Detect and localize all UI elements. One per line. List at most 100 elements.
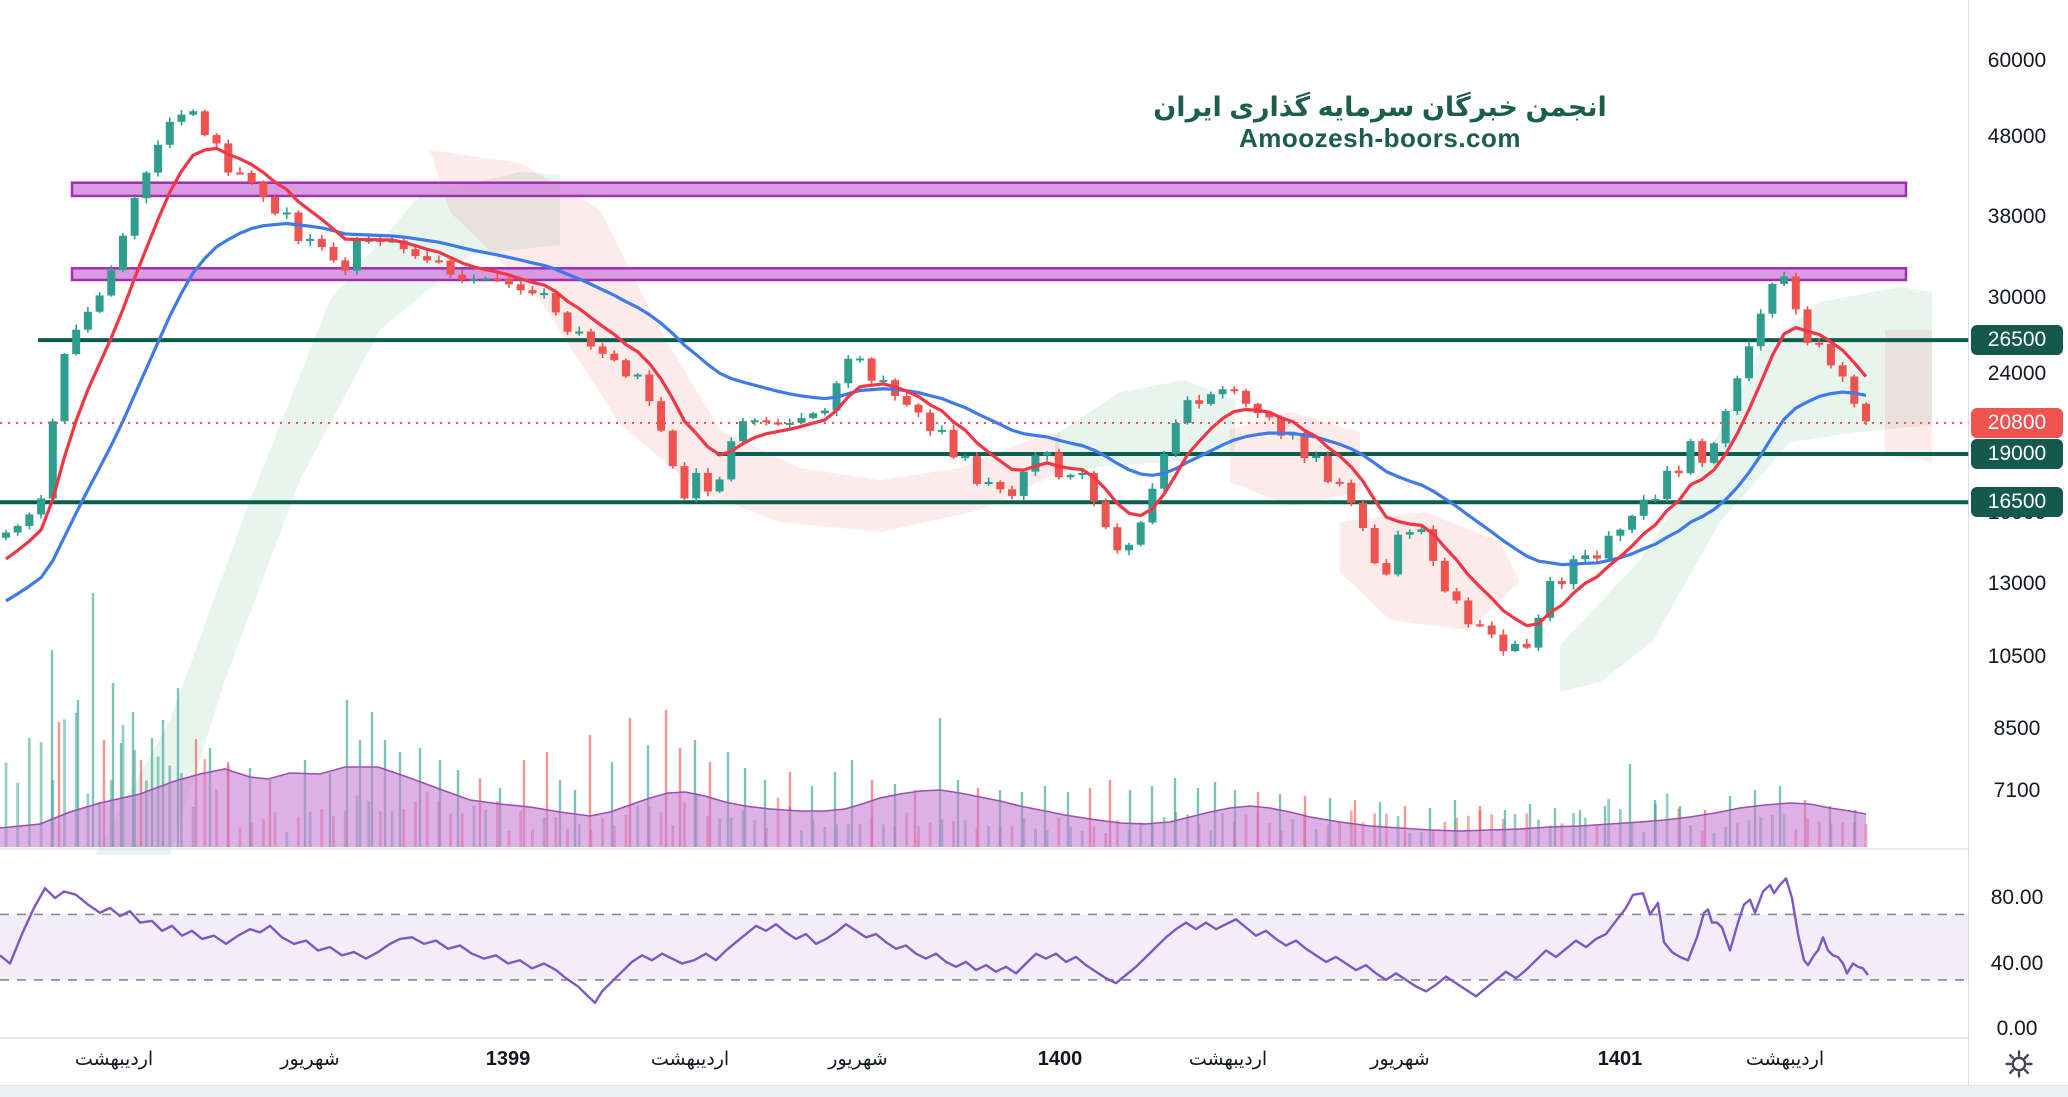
candle-body[interactable] (130, 198, 139, 236)
candle-body[interactable] (1148, 488, 1157, 523)
candle-body[interactable] (1417, 529, 1426, 533)
candle-body[interactable] (493, 278, 502, 281)
candle-body[interactable] (1394, 534, 1403, 575)
candle-body[interactable] (1745, 346, 1754, 379)
candle-body[interactable] (1171, 422, 1180, 454)
candle-body[interactable] (657, 401, 666, 431)
candle-body[interactable] (703, 472, 712, 492)
candle-body[interactable] (516, 284, 525, 291)
candle-body[interactable] (1826, 343, 1835, 366)
candle-body[interactable] (1008, 489, 1017, 496)
candle-body[interactable] (1358, 502, 1367, 528)
candle-body[interactable] (1604, 535, 1613, 559)
candle-body[interactable] (692, 472, 701, 499)
candle-body[interactable] (1581, 555, 1590, 560)
candle-body[interactable] (259, 182, 268, 198)
candle-body[interactable] (458, 274, 467, 280)
candle-body[interactable] (1709, 443, 1718, 463)
candle-body[interactable] (879, 380, 888, 383)
candle-body[interactable] (1078, 472, 1087, 475)
time-tick-year[interactable]: 1400 (1037, 1048, 1083, 1070)
time-tick-month[interactable]: اردیبهشت (1188, 1049, 1268, 1070)
candle-body[interactable] (282, 212, 291, 215)
candle-body[interactable] (434, 260, 443, 263)
candle-body[interactable] (949, 429, 958, 458)
candle-body[interactable] (247, 172, 256, 183)
candle-body[interactable] (1698, 441, 1707, 463)
time-tick-month[interactable]: شهریور (1370, 1049, 1430, 1070)
candle-body[interactable] (72, 329, 81, 355)
fast-ma-line[interactable] (5, 146, 1868, 628)
candle-body[interactable] (727, 441, 736, 480)
candle-body[interactable] (563, 312, 572, 332)
candle-body[interactable] (1850, 376, 1859, 404)
candle-body[interactable] (680, 466, 689, 499)
candle-body[interactable] (200, 111, 209, 136)
candle-body[interactable] (1335, 481, 1344, 484)
settings-gear-icon[interactable] (2003, 1048, 2035, 1080)
rsi-line[interactable] (0, 877, 1869, 1005)
candle-body[interactable] (399, 240, 408, 250)
candle-body[interactable] (1089, 472, 1098, 502)
candle-body[interactable] (1019, 471, 1028, 496)
candle-body[interactable] (1031, 455, 1040, 472)
candle-body[interactable] (1639, 499, 1648, 516)
candle-body[interactable] (1347, 482, 1356, 503)
candle-body[interactable] (645, 374, 654, 402)
candle-body[interactable] (411, 249, 420, 257)
candle-body[interactable] (633, 374, 642, 377)
candle-body[interactable] (668, 430, 677, 467)
candle-body[interactable] (1265, 413, 1274, 418)
candle-body[interactable] (1230, 389, 1239, 392)
candle-body[interactable] (540, 293, 549, 296)
candle-body[interactable] (1592, 555, 1601, 559)
time-tick-year[interactable]: 1399 (485, 1048, 531, 1070)
candle-body[interactable] (2, 532, 10, 538)
candle-body[interactable] (154, 144, 163, 173)
candle-body[interactable] (715, 479, 724, 492)
candle-body[interactable] (738, 421, 747, 442)
candle-body[interactable] (1195, 400, 1204, 404)
candle-body[interactable] (1511, 643, 1520, 652)
candle-body[interactable] (1440, 560, 1449, 592)
candle-body[interactable] (189, 111, 198, 115)
candle-body[interactable] (1405, 532, 1414, 535)
candle-body[interactable] (1206, 394, 1215, 404)
candle-body[interactable] (1756, 313, 1765, 347)
candle-body[interactable] (306, 238, 315, 242)
candle-body[interactable] (107, 270, 116, 296)
time-tick-month[interactable]: شهریور (280, 1049, 340, 1070)
candle-body[interactable] (750, 420, 759, 423)
candle-body[interactable] (1616, 529, 1625, 536)
candle-body[interactable] (1487, 625, 1496, 635)
candle-body[interactable] (1838, 365, 1847, 377)
candle-body[interactable] (446, 260, 455, 275)
candle-body[interactable] (855, 358, 864, 361)
candle-body[interactable] (1569, 559, 1578, 585)
candle-body[interactable] (177, 114, 186, 122)
candle-body[interactable] (820, 410, 829, 414)
candle-body[interactable] (551, 293, 560, 313)
candle-body[interactable] (1370, 527, 1379, 564)
candle-body[interactable] (1475, 624, 1484, 627)
candle-body[interactable] (1546, 581, 1555, 618)
candle-body[interactable] (1721, 411, 1730, 444)
candle-body[interactable] (937, 429, 946, 432)
candle-body[interactable] (1277, 417, 1286, 436)
candle-body[interactable] (528, 290, 537, 294)
candle-body[interactable] (809, 413, 818, 419)
candle-body[interactable] (586, 331, 595, 347)
candle-body[interactable] (902, 396, 911, 405)
candle-body[interactable] (1733, 378, 1742, 412)
candle-body[interactable] (867, 358, 876, 381)
candle-body[interactable] (774, 422, 783, 425)
candle-body[interactable] (1674, 470, 1683, 474)
candle-body[interactable] (13, 525, 22, 533)
time-tick-month[interactable]: شهریور (828, 1049, 888, 1070)
supply-zone[interactable] (70, 181, 1908, 198)
slow-ma-line[interactable] (5, 221, 1867, 603)
candle-body[interactable] (1464, 600, 1473, 625)
candle-body[interactable] (235, 172, 244, 175)
candle-body[interactable] (1218, 389, 1227, 395)
